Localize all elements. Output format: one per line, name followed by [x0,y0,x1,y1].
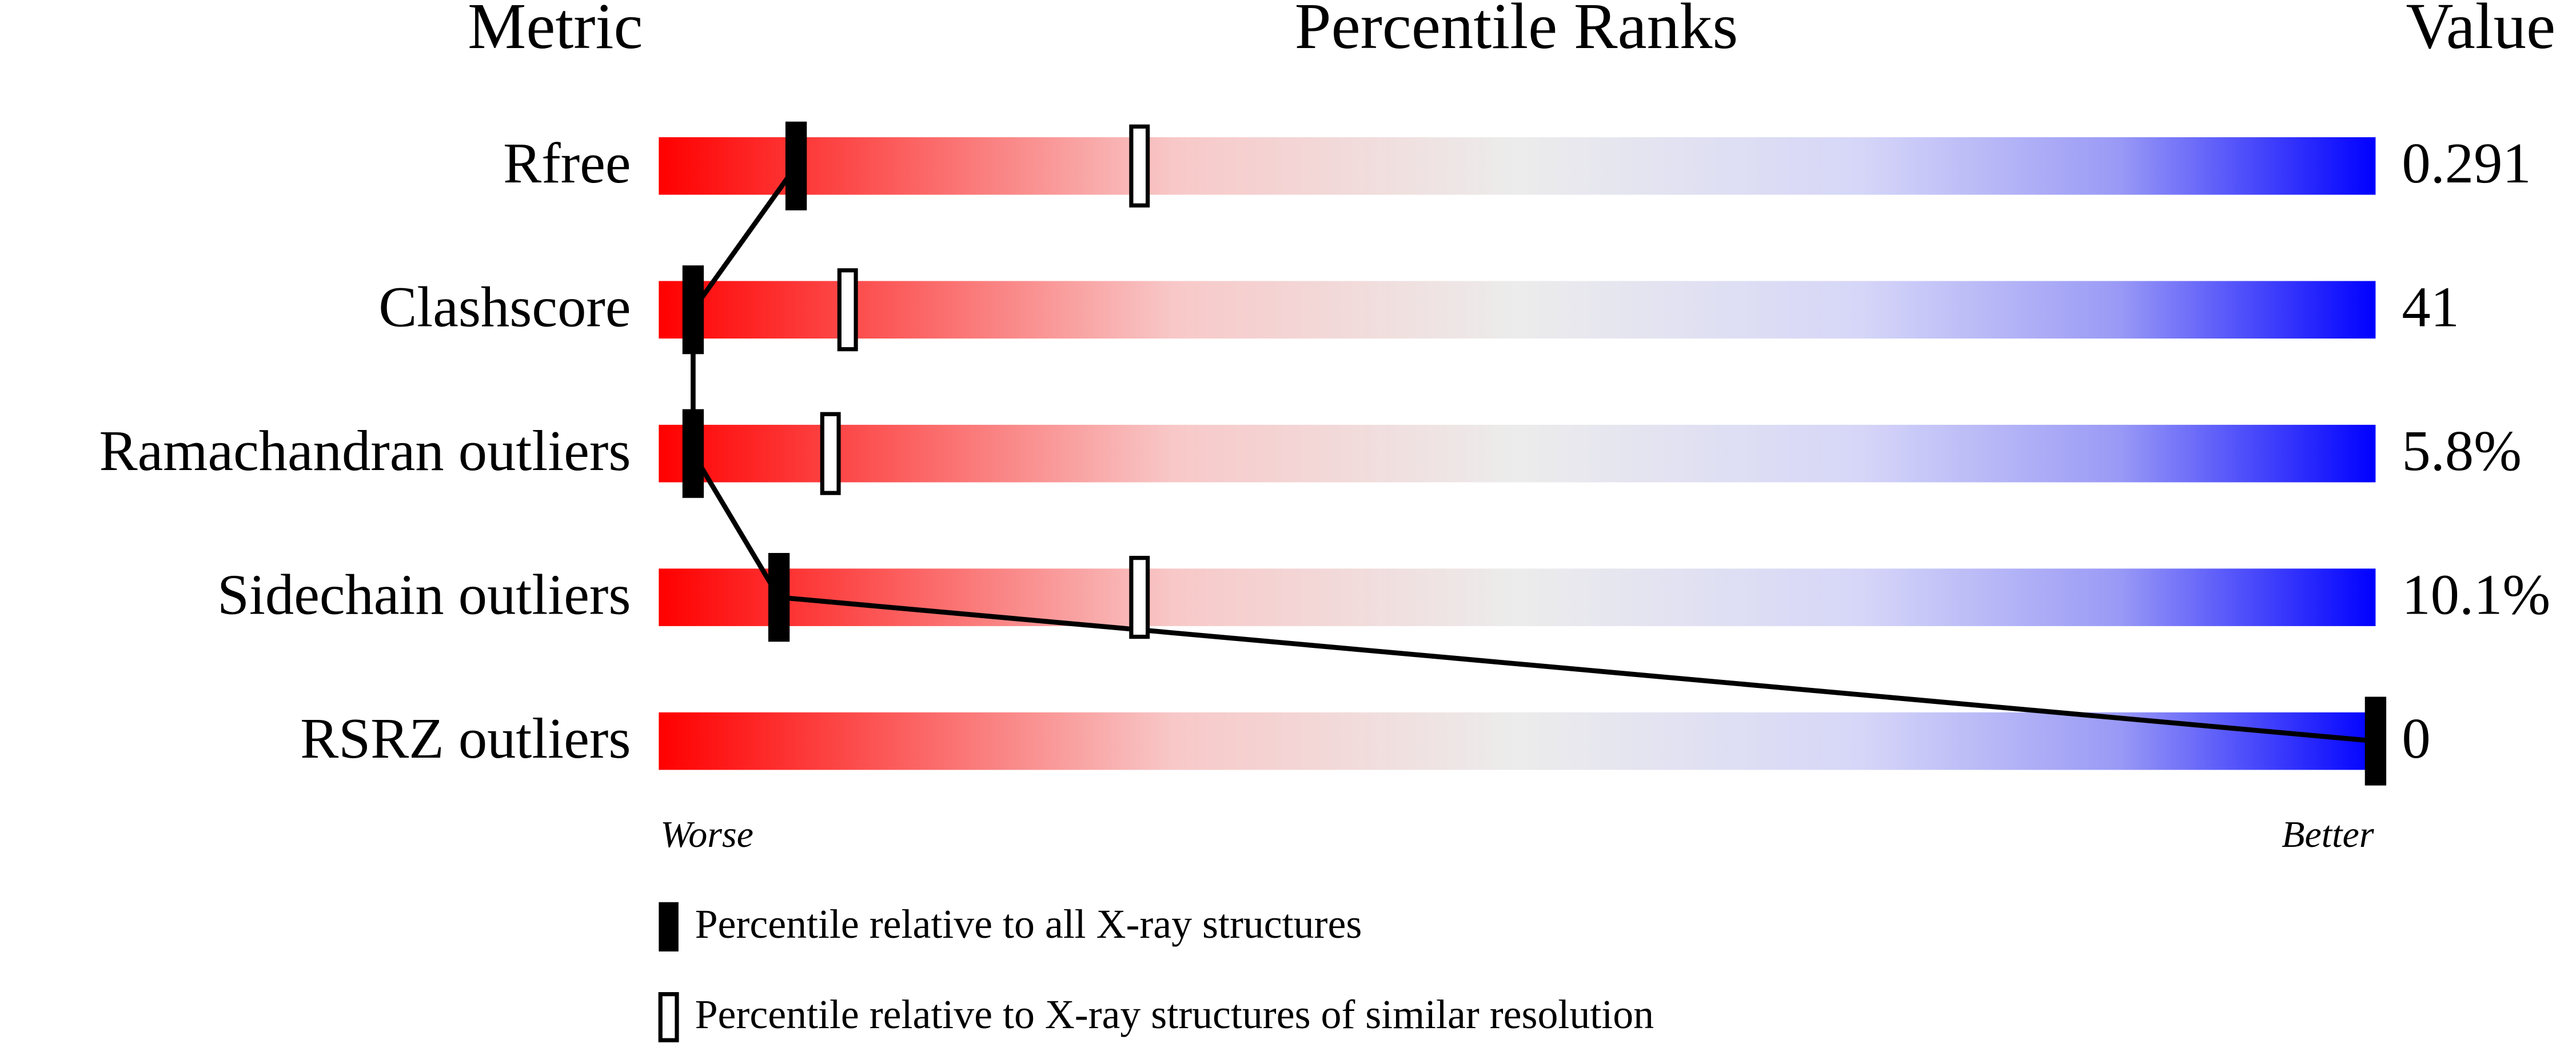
metric-label: RSRZ outliers [300,706,631,770]
metric-value: 41 [2402,275,2459,339]
legend-swatch [659,902,679,952]
percentile-marker-similar [1129,124,1150,208]
metric-value: 5.8% [2402,419,2522,483]
percentile-marker [768,553,790,642]
slider-bar [659,712,2376,770]
metric-label: Ramachandran outliers [99,419,631,483]
column-title: Metric [468,0,643,62]
slider-bar [659,281,2376,339]
metric-label: Rfree [503,131,631,195]
percentile-marker [785,121,807,210]
metric-value: 0 [2402,706,2430,770]
legend-label: Percentile relative to X-ray structures … [695,992,1654,1037]
percentile-marker [2364,696,2387,786]
percentile-marker [682,265,704,355]
slider-bar [659,137,2376,195]
bars [659,137,2376,770]
slider-bar [659,424,2376,483]
better-label: Better [2282,814,2374,855]
slider-bar [659,568,2376,626]
legend-label: Percentile relative to all X-ray structu… [695,901,1362,947]
column-title: Percentile Ranks [1295,0,1738,62]
percentile-marker [682,409,704,498]
metric-label: Clashscore [378,275,631,339]
percentile-marker-similar [837,268,858,352]
worse-label: Worse [660,814,753,855]
legend-swatch [658,992,679,1042]
percentile-marker-similar [820,412,841,495]
column-title: Value [2406,0,2555,62]
metric-value: 10.1% [2402,562,2550,626]
metric-value: 0.291 [2402,131,2531,195]
percentile-marker-similar [1129,556,1150,639]
overlay [682,121,2387,786]
metric-label: Sidechain outliers [217,562,631,626]
